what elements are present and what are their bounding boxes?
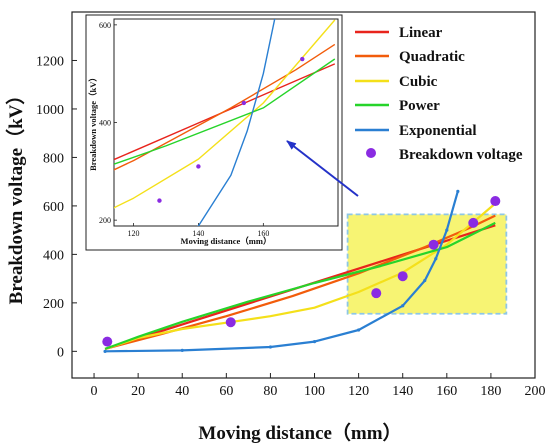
- x-tick-label: 160: [436, 384, 457, 399]
- y-tick-label: 200: [43, 297, 64, 312]
- series-exponential-line: [105, 191, 459, 353]
- x-tick-label: 40: [175, 384, 189, 399]
- x-tick-label: 180: [480, 384, 501, 399]
- y-tick-label: 800: [43, 151, 64, 166]
- inset-breakdown-voltage-point: [157, 198, 162, 203]
- series-exponential-marker: [434, 257, 438, 261]
- inset-breakdown-voltage-point: [300, 56, 305, 62]
- inset-y-tick-label: 600: [99, 21, 111, 30]
- legend-label-power: Power: [399, 98, 440, 114]
- breakdown-voltage-point: [102, 336, 113, 347]
- x-tick-label: 140: [392, 384, 413, 399]
- y-tick-label: 1200: [36, 54, 64, 69]
- series-exponential-marker: [268, 345, 273, 349]
- legend-label-linear: Linear: [399, 25, 443, 41]
- series-exponential-marker: [423, 278, 427, 283]
- x-tick-label: 120: [348, 384, 369, 399]
- inset-series-quadratic-line: [114, 43, 336, 171]
- series-exponential-marker: [456, 189, 460, 193]
- y-tick-label: 0: [57, 345, 64, 360]
- series-exponential-marker: [103, 349, 107, 353]
- inset-axis-ticks: 120 140 160 200 400 600: [99, 21, 269, 238]
- inset-x-tick-label: 160: [257, 229, 269, 238]
- inset-series-exponential-line: [197, 19, 276, 226]
- inset-y-tick-label: 200: [99, 216, 111, 225]
- x-tick-label: 100: [304, 384, 325, 399]
- breakdown-voltage-point: [225, 317, 236, 328]
- inset-x-axis-title: Moving distance（mm）: [181, 236, 272, 246]
- x-tick-label: 60: [219, 384, 233, 399]
- x-tick-label: 20: [131, 384, 145, 399]
- inset-y-axis-title: Breakdown voltage（kV）: [88, 73, 98, 171]
- inset-breakdown-voltage-point: [196, 164, 201, 169]
- main-series-group: [102, 189, 501, 353]
- inset-series-power-line: [114, 58, 336, 165]
- x-tick-label: 80: [263, 384, 277, 399]
- main-axis-ticks: 0 20 40 60 80 100 120 140 160 180 200 0 200 400 600 800…: [36, 54, 546, 399]
- inset-series-group: [114, 19, 336, 226]
- y-tick-label: 600: [43, 200, 64, 215]
- series-exponential-marker: [401, 304, 405, 308]
- breakdown-voltage-point: [490, 196, 501, 207]
- y-tick-label: 400: [43, 248, 64, 263]
- legend-marker-breakdown-voltage: [366, 148, 376, 158]
- x-axis-title: Moving distance（mm）: [198, 421, 401, 444]
- series-exponential-marker: [445, 228, 449, 232]
- breakdown-voltage-point: [428, 239, 439, 250]
- legend-label-breakdown-voltage: Breakdown voltage: [399, 147, 523, 163]
- y-tick-label: 1000: [36, 103, 64, 118]
- series-exponential-marker: [312, 340, 317, 344]
- x-tick-label: 0: [91, 384, 98, 399]
- inset-x-tick-label: 140: [192, 229, 204, 238]
- breakdown-voltage-point: [397, 271, 408, 282]
- inset-plot: 120 140 160 200 400 600 Moving distance（mm） B…: [85, 14, 343, 251]
- series-exponential-marker: [357, 328, 361, 332]
- x-tick-label: 200: [525, 384, 546, 399]
- legend: Linear Quadratic Cubic Power Exponential…: [355, 25, 523, 163]
- inset-frame: [85, 14, 343, 251]
- inset-breakdown-voltage-point: [241, 100, 247, 106]
- inset-x-tick-label: 120: [127, 229, 139, 238]
- legend-label-quadratic: Quadratic: [399, 49, 465, 65]
- legend-label-exponential: Exponential: [399, 123, 477, 139]
- breakdown-voltage-point: [468, 217, 479, 228]
- series-exponential-marker: [180, 348, 184, 352]
- series-power-line: [104, 221, 496, 350]
- legend-label-cubic: Cubic: [399, 74, 438, 90]
- inset-y-tick-label: 400: [99, 119, 111, 128]
- inset-series-linear-line: [114, 63, 336, 161]
- zoom-arrow: [286, 140, 359, 197]
- inset-series-cubic-line: [114, 19, 336, 209]
- breakdown-voltage-point: [371, 288, 382, 299]
- series-cubic-line: [104, 202, 497, 350]
- y-axis-title: Breakdown voltage（kV）: [4, 86, 27, 305]
